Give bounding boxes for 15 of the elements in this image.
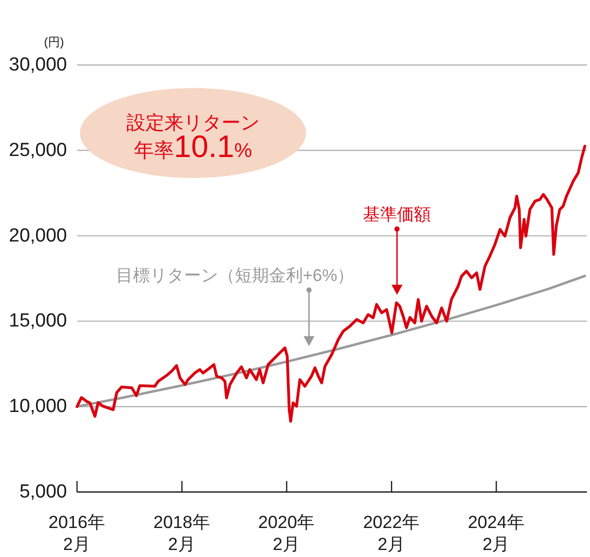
y-tick-label: 15,000 [8,310,67,332]
y-tick-label: 10,000 [8,396,67,418]
text: 基準価額 [363,205,431,224]
x-tick-label: 2020年 2月 [258,512,316,554]
x-tick-label: 2016年 2月 [48,512,106,554]
y-tick-label: 30,000 [8,54,67,76]
y-tick-label: 25,000 [8,140,67,161]
y-tick-label: 20,000 [8,225,67,246]
annotation: 設定来リターン年率10.1% [126,112,260,164]
y-axis-title: (円) [44,35,64,49]
text: 目標リターン（短期金利+6%） [116,266,354,285]
y-tick-label: 5,000 [19,482,67,502]
x-tick-label: 2018年 2月 [153,512,210,554]
x-tick-label: 2024年 2月 [468,512,525,554]
x-tick-label: 2022年 2月 [363,512,420,554]
